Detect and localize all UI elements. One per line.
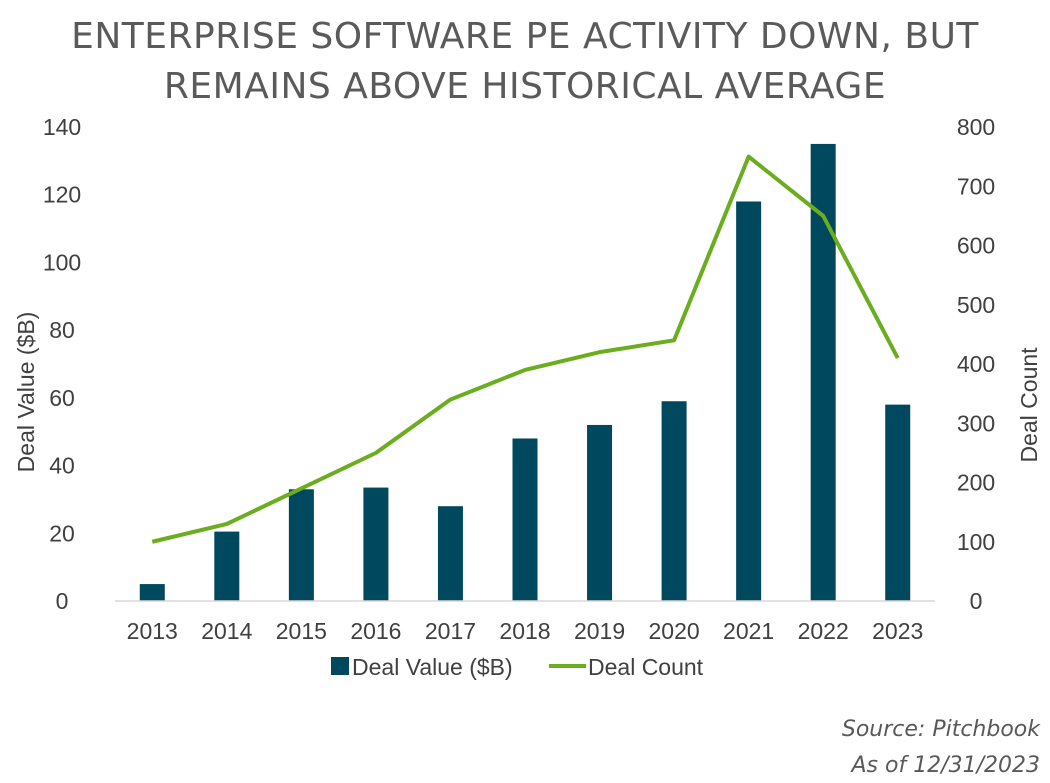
legend: Deal Value ($B) Deal Count	[331, 654, 704, 680]
right-tick-label: 400	[957, 351, 995, 377]
x-tick-label-2017: 2017	[425, 618, 476, 644]
bar-deal-value-2018	[512, 438, 538, 601]
legend-label-deal-value: Deal Value ($B)	[352, 654, 513, 680]
source-note: Source: Pitchbook	[841, 717, 1040, 742]
x-tick-label-2019: 2019	[574, 618, 625, 644]
right-tick-label: 800	[957, 114, 995, 140]
right-tick-label: 500	[957, 292, 995, 318]
x-tick-label-2016: 2016	[350, 618, 401, 644]
left-tick-label: 120	[43, 182, 81, 208]
x-tick-label-2022: 2022	[798, 618, 849, 644]
chart-title-line-1: ENTERPRISE SOFTWARE PE ACTIVITY DOWN, BU…	[71, 16, 979, 57]
x-axis-ticks: 2013 2014 2015 2016 2017 2018 2019 2020 2021 2022…	[127, 618, 924, 644]
bar-deal-value-2014	[214, 531, 240, 601]
right-tick-label: 700	[957, 173, 995, 199]
deal-value-bars	[139, 143, 911, 601]
x-tick-label-2023: 2023	[872, 618, 923, 644]
bar-deal-value-2022	[810, 143, 836, 601]
as-of-date: As of 12/31/2023	[851, 753, 1040, 778]
legend-swatch-deal-value	[331, 657, 349, 675]
bar-deal-value-2016	[363, 487, 389, 601]
left-tick-label: 40	[49, 453, 75, 479]
chart-title: ENTERPRISE SOFTWARE PE ACTIVITY DOWN, BU…	[0, 12, 1050, 112]
right-axis-ticks: 0 100 200 300 400 500 600 700 800	[957, 114, 995, 614]
left-tick-label: 100	[43, 249, 81, 275]
left-tick-label: 80	[49, 317, 75, 343]
x-tick-label-2021: 2021	[723, 618, 774, 644]
bar-deal-value-2021	[736, 201, 762, 601]
x-tick-label-2020: 2020	[649, 618, 700, 644]
bar-deal-value-2019	[587, 424, 613, 601]
left-tick-label: 60	[49, 385, 75, 411]
x-tick-label-2015: 2015	[276, 618, 327, 644]
left-tick-label: 20	[49, 520, 75, 546]
right-tick-label: 0	[970, 588, 983, 614]
bar-deal-value-2017	[437, 506, 463, 601]
deal-count-line	[151, 154, 900, 544]
right-tick-label: 100	[957, 529, 995, 555]
bar-deal-value-2020	[661, 401, 687, 601]
left-axis-label: Deal Value ($B)	[13, 312, 39, 473]
x-tick-label-2013: 2013	[127, 618, 178, 644]
left-tick-label: 0	[56, 588, 69, 614]
left-tick-label: 140	[43, 114, 81, 140]
bar-deal-value-2015	[288, 489, 314, 601]
x-tick-label-2018: 2018	[499, 618, 550, 644]
right-axis-label: Deal Count	[1016, 347, 1042, 463]
right-tick-label: 200	[957, 470, 995, 496]
right-tick-label: 600	[957, 233, 995, 259]
left-axis-ticks: 0 20 40 60 80 100 120 140	[43, 114, 81, 614]
bar-deal-value-2023	[885, 404, 911, 601]
x-tick-label-2014: 2014	[201, 618, 252, 644]
right-tick-label: 300	[957, 410, 995, 436]
chart-title-line-2: REMAINS ABOVE HISTORICAL AVERAGE	[163, 66, 887, 107]
legend-label-deal-count: Deal Count	[588, 654, 704, 680]
bar-deal-value-2013	[139, 584, 165, 601]
